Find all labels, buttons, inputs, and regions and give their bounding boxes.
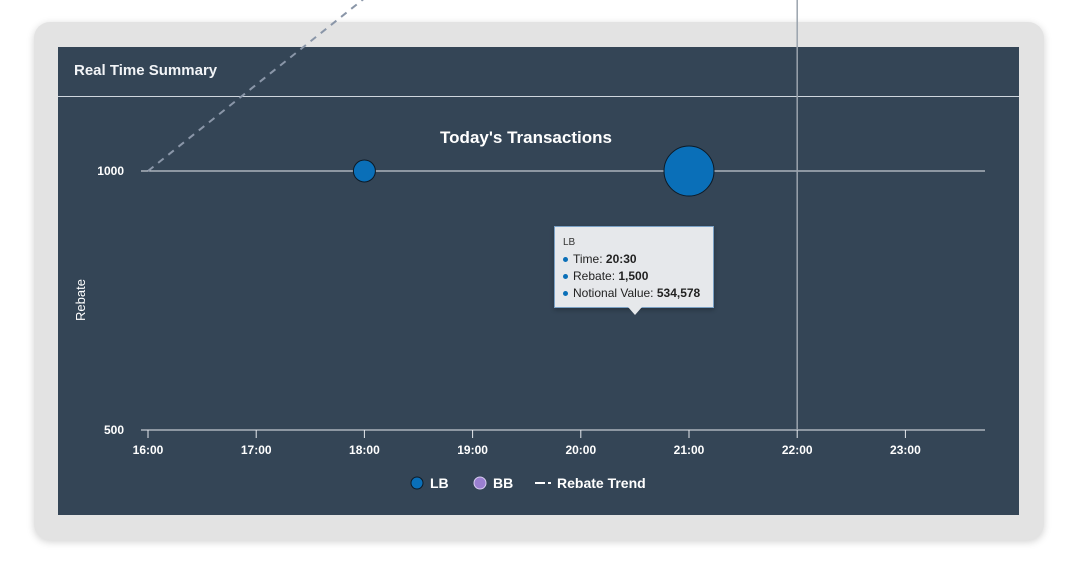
legend-lb-label: LB	[430, 475, 449, 491]
x-tick-label: 20:00	[565, 443, 596, 457]
tooltip-value: 20:30	[605, 252, 637, 266]
tooltip-value: 1,500	[618, 269, 649, 283]
tooltip-series: LB	[563, 237, 576, 248]
y-tick-label: 500	[104, 423, 124, 437]
x-tick-label: 22:00	[782, 443, 813, 457]
tooltip-value: 534,578	[656, 286, 701, 300]
tooltip-row-rebate: Rebate: 1,500	[563, 269, 648, 283]
lb-bubble	[663, 145, 715, 197]
data-tooltip: LB Time: 20:30 Rebate: 1,500 Notional Va…	[554, 226, 714, 315]
tooltip-label: Notional Value	[573, 286, 651, 300]
legend-bb-label: BB	[493, 475, 513, 491]
summary-panel: Real Time Summary	[58, 47, 1019, 515]
bullet-icon	[563, 291, 568, 297]
x-tick-label: 19:00	[457, 443, 488, 457]
x-tick-label: 17:00	[241, 443, 272, 457]
legend-bb-symbol	[473, 476, 487, 490]
x-tick-label: 23:00	[890, 443, 921, 457]
tooltip-row-time: Time: 20:30	[563, 252, 637, 266]
x-tick-label: 16:00	[133, 443, 164, 457]
y-tick-label: 1000	[97, 164, 124, 178]
panel-title: Real Time Summary	[74, 62, 218, 79]
x-tick-label: 18:00	[349, 443, 380, 457]
tooltip-row-notional: Notional Value: 534,578	[563, 286, 700, 300]
lb-bubble	[352, 159, 376, 183]
x-tick-label: 21:00	[674, 443, 705, 457]
panel-header: Real Time Summary	[58, 47, 1019, 97]
tooltip-label: Rebate	[573, 269, 612, 283]
bullet-icon	[563, 257, 568, 263]
chart-title: Today's Transactions	[440, 128, 612, 147]
legend-lb-symbol	[410, 476, 424, 490]
bullet-icon	[563, 274, 568, 280]
legend-trend-label: Rebate Trend	[557, 475, 646, 491]
y-axis-label: Rebate	[73, 279, 88, 321]
tooltip-label: Time	[573, 252, 600, 266]
